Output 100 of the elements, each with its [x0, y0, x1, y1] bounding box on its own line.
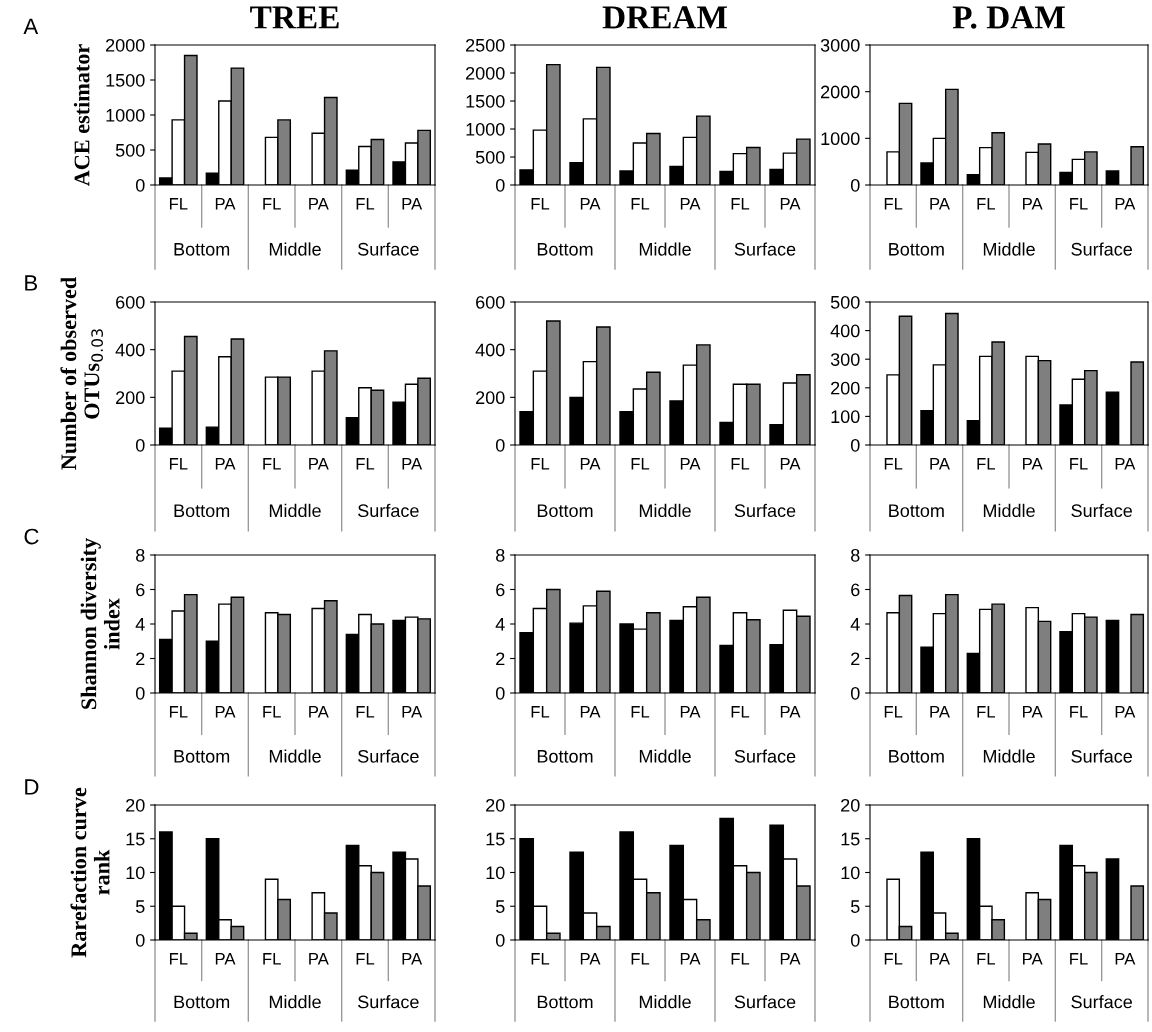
x-tick-label: FL: [631, 458, 650, 470]
text: Middle: [269, 503, 321, 518]
text: Surface: [734, 995, 796, 1009]
y-tick-label: 6: [851, 583, 860, 597]
y-tick-label: 0: [135, 686, 145, 700]
y-tick-label: 15: [126, 832, 145, 846]
x-tick-label: FL: [263, 706, 281, 718]
x-tick-label: FL: [1070, 953, 1088, 965]
chart-title: TREE: [250, 6, 339, 29]
text: Middle: [639, 749, 691, 763]
y-tick-label: 1000: [106, 108, 145, 122]
x-tick-label: FL: [356, 953, 375, 965]
text: Middle: [639, 242, 691, 256]
y-tick-label: 4: [850, 618, 860, 631]
x-tick-label: PA: [215, 953, 236, 965]
y-tick-label: 2000: [466, 66, 505, 80]
text: Bottom: [537, 995, 593, 1009]
y-tick-label: 0: [495, 438, 505, 452]
y-tick-label: 0: [850, 933, 860, 947]
x-tick-label: FL: [631, 198, 650, 210]
y-tick-label: 0: [495, 178, 505, 192]
x-tick-label: PA: [680, 198, 701, 210]
y-tick-label: 6: [136, 583, 145, 597]
x-tick-label: FL: [531, 458, 550, 470]
x-tick-label: FL: [977, 458, 996, 470]
x-tick-label: FL: [1070, 706, 1088, 718]
x-tick-label: PA: [580, 198, 601, 210]
text: Surface: [1071, 242, 1132, 256]
y-tick-label: 8: [136, 548, 145, 562]
y-tick-label: 10: [126, 866, 145, 880]
y-tick-label: 3000: [820, 38, 860, 52]
x-tick-label: PA: [402, 953, 423, 965]
x-tick-label: FL: [169, 198, 188, 210]
x-tick-label: FL: [884, 458, 903, 470]
y-tick-label: 0: [850, 178, 860, 192]
x-tick-label: PA: [780, 953, 801, 965]
x-tick-label: FL: [731, 706, 750, 718]
text: Middle: [269, 995, 321, 1009]
y-tick-label: 5: [495, 900, 505, 913]
y-tick-label: 600: [476, 295, 505, 309]
y-tick-label: 20: [126, 798, 145, 812]
x-tick-label: PA: [1115, 198, 1136, 210]
x-tick-label: FL: [263, 953, 281, 965]
y-tick-label: 0: [135, 933, 145, 947]
y-tick-label: 0: [135, 438, 145, 452]
text: Bottom: [537, 504, 593, 518]
y-tick-label: 100: [831, 410, 860, 424]
text: Surface: [358, 995, 419, 1009]
y-tick-label: 400: [115, 343, 145, 357]
text: Surface: [358, 503, 419, 518]
x-tick-label: PA: [402, 198, 423, 210]
x-tick-label: PA: [680, 458, 701, 470]
text: Middle: [639, 995, 691, 1009]
x-tick-label: PA: [1023, 458, 1043, 470]
y-tick-label: 5: [135, 900, 145, 913]
x-tick-label: PA: [780, 458, 801, 470]
x-tick-label: FL: [884, 198, 903, 210]
x-tick-label: PA: [780, 706, 801, 718]
x-tick-label: PA: [780, 198, 801, 210]
x-tick-label: FL: [169, 706, 188, 718]
y-tick-label: 20: [841, 798, 860, 812]
x-tick-label: FL: [531, 953, 550, 965]
chart-title: P. DAM: [952, 6, 1065, 29]
x-tick-label: PA: [1023, 706, 1043, 718]
y-tick-label: 2500: [466, 38, 505, 52]
text: C: [24, 528, 39, 545]
y-tick-label: 15: [841, 832, 860, 846]
text: Bottom: [174, 995, 230, 1009]
x-tick-label: FL: [169, 953, 188, 965]
x-tick-label: PA: [402, 458, 423, 470]
y-tick-label: 0: [495, 686, 505, 700]
x-tick-label: PA: [580, 458, 601, 470]
text: Surface: [358, 242, 419, 256]
text: Surface: [1071, 995, 1132, 1009]
y-tick-label: 0: [495, 933, 505, 947]
text: Middle: [983, 749, 1035, 763]
text: Bottom: [174, 243, 230, 256]
x-tick-label: FL: [884, 953, 903, 965]
x-tick-label: FL: [731, 198, 750, 210]
text: Middle: [269, 749, 321, 763]
x-tick-label: PA: [1023, 953, 1043, 965]
x-tick-label: FL: [169, 458, 188, 470]
y-tick-label: 2: [136, 652, 145, 666]
x-tick-label: PA: [309, 953, 329, 965]
y-tick-label: 1000: [821, 132, 860, 146]
y-tick-label: 6: [496, 583, 505, 597]
y-tick-label: 4: [135, 618, 145, 631]
y-axis-title: Shannon diversity index: [80, 538, 120, 709]
y-tick-label: 0: [850, 686, 860, 700]
text: Bottom: [889, 243, 944, 256]
text: Middle: [639, 503, 691, 518]
y-tick-label: 500: [830, 295, 860, 309]
x-tick-label: PA: [215, 706, 236, 718]
x-tick-label: FL: [263, 198, 281, 210]
y-tick-label: 2000: [106, 38, 145, 52]
x-tick-label: FL: [631, 953, 650, 965]
y-tick-label: 8: [496, 548, 505, 562]
text: Middle: [983, 995, 1035, 1009]
text: Bottom: [889, 504, 944, 518]
x-tick-label: PA: [930, 198, 950, 210]
